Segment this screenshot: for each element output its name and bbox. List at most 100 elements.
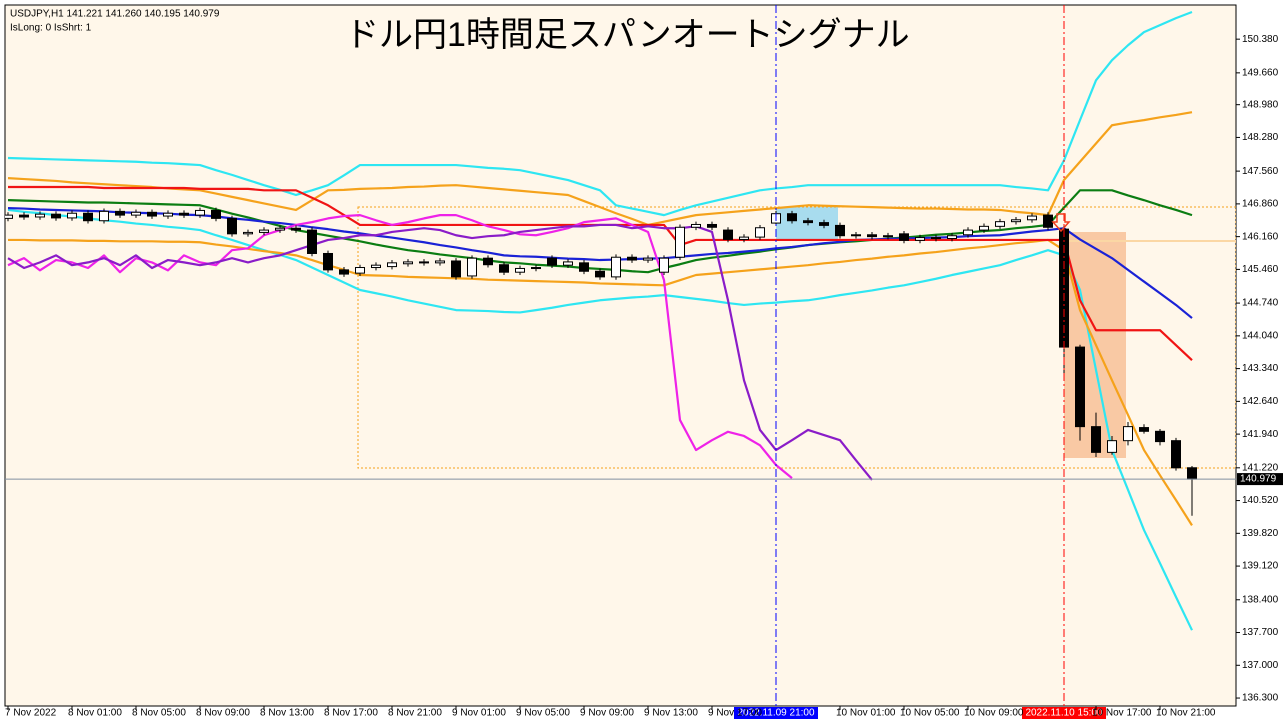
candle-body <box>435 260 445 264</box>
y-tick-label: 143.340 <box>1242 363 1279 374</box>
candle-body <box>819 222 829 226</box>
candle-body <box>947 235 957 240</box>
x-tick-label: 10 Nov 09:00 <box>964 708 1024 719</box>
status: IsLong: 0 IsShrt: 1 <box>10 23 92 34</box>
y-tick-label: 146.860 <box>1242 199 1279 210</box>
y-tick-label: 137.700 <box>1242 627 1279 638</box>
candle-body <box>867 234 877 238</box>
candle-body <box>387 262 397 268</box>
x-tick-label: 8 Nov 13:00 <box>260 708 314 719</box>
candle-body <box>1027 215 1037 221</box>
y-tick-label: 144.040 <box>1242 330 1279 341</box>
x-tick-label: 9 Nov 09:00 <box>580 708 634 719</box>
x-tick-label: 9 Nov 05:00 <box>516 708 570 719</box>
candle-body <box>371 264 381 269</box>
range-box <box>357 206 1236 469</box>
candle-body <box>147 211 157 217</box>
y-tick-label: 150.380 <box>1242 34 1279 45</box>
candle-body <box>547 257 557 266</box>
y-tick-label: 138.400 <box>1242 594 1279 605</box>
x-tick-label: 8 Nov 17:00 <box>324 708 378 719</box>
y-tick-label: 147.560 <box>1242 166 1279 177</box>
candle-body <box>611 256 621 278</box>
candle-body <box>451 260 461 278</box>
symbol-info: USDJPY,H1 141.221 141.260 140.195 140.97… <box>10 9 220 20</box>
candle-body <box>675 226 685 258</box>
candle-body <box>883 235 893 238</box>
candle-body <box>963 229 973 236</box>
candle-body <box>899 233 909 241</box>
candle-body <box>1011 219 1021 223</box>
candle-body <box>19 214 29 218</box>
x-tick-label: 8 Nov 01:00 <box>68 708 122 719</box>
candle-body <box>835 224 845 237</box>
candle-body <box>1155 430 1165 443</box>
x-tick-label: 8 Nov 09:00 <box>196 708 250 719</box>
indicator-line <box>7 223 873 481</box>
candle-body <box>563 261 573 266</box>
candle-body <box>163 212 173 217</box>
y-tick-label: 149.660 <box>1242 67 1279 78</box>
candle-body <box>1171 440 1181 469</box>
y-tick-label: 137.000 <box>1242 660 1279 671</box>
candle-body <box>1123 426 1133 442</box>
indicator-line <box>7 206 1193 319</box>
candle-body <box>659 257 669 273</box>
candle-body <box>739 236 749 240</box>
overlay: 140.979 2022.11.09 21:00 2022.11.10 15:00 <box>5 5 1283 719</box>
candle-body <box>755 227 765 238</box>
candle-body <box>355 267 365 274</box>
candle-body <box>1139 427 1149 432</box>
candle-body <box>291 227 301 231</box>
y-tick-label: 141.940 <box>1242 429 1279 440</box>
x-tick-label: 10 Nov 05:00 <box>900 708 960 719</box>
y-tick-label: 148.980 <box>1242 99 1279 110</box>
candle-body <box>915 237 925 241</box>
x-tick-label: 9 Nov 17:00 <box>708 708 762 719</box>
marker-label: 2022.11.10 15:00 <box>1025 708 1103 719</box>
marker-box <box>1022 707 1106 719</box>
candle-body <box>579 262 589 272</box>
candle-body <box>275 227 285 231</box>
x-tick-label: 9 Nov 01:00 <box>452 708 506 719</box>
indicator-line <box>7 111 1193 227</box>
y-tick-label: 140.520 <box>1242 495 1279 506</box>
candle-body <box>595 270 605 278</box>
candle-body <box>531 267 541 270</box>
candle-body <box>339 269 349 275</box>
candle-body <box>627 256 637 261</box>
indicator-line <box>7 208 1193 631</box>
candle-body <box>227 217 237 235</box>
y-tick-label: 136.300 <box>1242 693 1279 704</box>
x-tick-label: 8 Nov 05:00 <box>132 708 186 719</box>
candle-body <box>787 213 797 222</box>
candle-body <box>1107 440 1117 453</box>
candle-body <box>1187 467 1197 480</box>
y-tick-label: 139.820 <box>1242 528 1279 539</box>
candle-body <box>323 252 333 271</box>
candle-body <box>115 210 125 216</box>
x-tick-label: 9 Nov 13:00 <box>644 708 698 719</box>
chart-title: ドル円1時間足スパンオートシグナル <box>345 16 910 54</box>
y-tick-label: 144.740 <box>1242 298 1279 309</box>
candle-body <box>515 267 525 273</box>
candle-body <box>499 264 509 273</box>
candle-body <box>931 237 941 240</box>
candle-body <box>99 210 109 222</box>
indicator-line <box>8 238 1193 526</box>
marker-box <box>734 707 818 719</box>
candle-body <box>419 261 429 264</box>
candle-body <box>1091 426 1101 453</box>
candle-body <box>643 257 653 261</box>
candle-body <box>403 261 413 265</box>
x-tick-label: 10 Nov 17:00 <box>1092 708 1152 719</box>
marker-label: 2022.11.09 21:00 <box>737 708 815 719</box>
candle-body <box>707 223 717 228</box>
candle-body <box>243 231 253 235</box>
candle-body <box>51 213 61 219</box>
candle-body <box>307 229 317 254</box>
candle-body <box>131 211 141 216</box>
candle-body <box>195 209 205 216</box>
candle-body <box>5 214 13 219</box>
